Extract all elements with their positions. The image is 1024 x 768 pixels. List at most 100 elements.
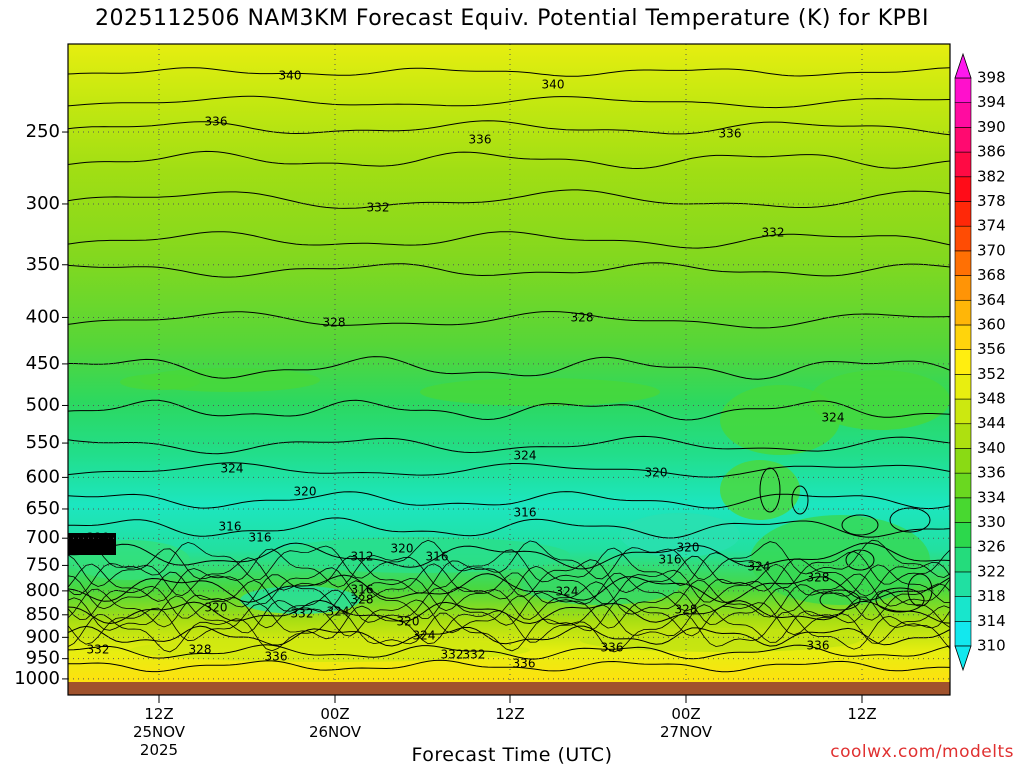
y-tick-label: 300 (26, 193, 60, 214)
colorbar-swatch (954, 349, 972, 375)
colorbar-swatch (954, 596, 972, 622)
field-feature (130, 638, 530, 662)
chart-title: 2025112506 NAM3KM Forecast Equiv. Potent… (95, 6, 929, 31)
contour-label: 324 (822, 411, 845, 425)
colorbar-label: 378 (977, 192, 1006, 210)
colorbar-label: 336 (977, 464, 1006, 482)
contour-label: 316 (249, 531, 272, 545)
contour-label: 328 (571, 311, 594, 325)
contour-label: 328 (807, 571, 830, 585)
contour-line (68, 579, 950, 621)
ground-strip (68, 682, 950, 695)
contour-label: 340 (542, 78, 565, 92)
colorbar-swatch (954, 151, 972, 178)
plot-frame (67, 43, 951, 696)
x-tick-label: 25NOV (133, 723, 186, 741)
contour-loop (889, 507, 931, 533)
colorbar-swatch (954, 299, 972, 326)
contour-line (68, 231, 950, 249)
contour-line (68, 571, 950, 613)
colorbar-swatch (954, 448, 972, 474)
y-tick-label: 850 (26, 604, 60, 625)
colorbar-swatch (954, 275, 972, 301)
colorbar-label: 334 (977, 488, 1006, 506)
colorbar-label: 390 (977, 118, 1006, 136)
colorbar-swatch (954, 423, 972, 449)
contour-label: 324 (556, 585, 579, 599)
contour-label: 332 (463, 648, 486, 662)
colorbar-swatch (954, 546, 972, 573)
x-axis-label: Forecast Time (UTC) (411, 744, 613, 766)
contour-line (68, 435, 950, 455)
colorbar-swatch (954, 398, 972, 425)
colorbar-label: 386 (977, 143, 1006, 161)
contour-label: 336 (469, 133, 492, 147)
field-feature (810, 370, 950, 430)
contour-line (68, 611, 950, 653)
contour-line (68, 95, 950, 109)
contour-label: 316 (659, 553, 682, 567)
colorbar-swatch (954, 127, 972, 153)
field-feature (420, 378, 660, 406)
contour-loop (791, 485, 809, 515)
contour-line (68, 587, 950, 629)
colorbar-label: 344 (977, 414, 1006, 432)
colorbar-label: 348 (977, 390, 1006, 408)
colorbar-label: 352 (977, 365, 1006, 383)
contour-line (68, 262, 950, 278)
contour-line (68, 67, 950, 77)
contour-loop (759, 467, 781, 513)
contour-line (68, 595, 950, 637)
contour-label: 340 (279, 69, 302, 83)
contour-loop (875, 587, 925, 613)
colorbar-label: 374 (977, 217, 1006, 235)
contour-label: 328 (323, 316, 346, 330)
contour-line (68, 399, 950, 421)
contour-label: 324 (413, 629, 436, 643)
field-feature (720, 385, 840, 455)
y-tick-label: 650 (26, 498, 60, 519)
field-feature (620, 513, 740, 557)
contour-label: 320 (391, 542, 414, 556)
contour-label: 320 (87, 531, 110, 545)
colorbar-label: 382 (977, 167, 1006, 185)
x-tick-label: 00Z (671, 705, 700, 723)
contour-line (68, 644, 950, 660)
contour-label: 320 (677, 541, 700, 555)
contour-line (68, 547, 950, 589)
contour-label: 316 (514, 506, 537, 520)
colorbar-swatch (954, 571, 972, 597)
colorbar-label: 326 (977, 538, 1006, 556)
contour-label: 316 (351, 583, 374, 597)
contour-loop (841, 514, 879, 536)
contour-line (68, 539, 950, 581)
x-tick-label: 26NOV (309, 723, 362, 741)
contour-loop (845, 549, 875, 571)
contour-label: 320 (397, 615, 420, 629)
contour-line (68, 517, 950, 539)
contour-loop (907, 573, 933, 607)
contour-label: 324 (327, 605, 350, 619)
contour-label: 336 (513, 657, 536, 671)
contour-label: 336 (205, 115, 228, 129)
contour-label: 332 (367, 201, 390, 215)
contour-line (68, 542, 950, 570)
colorbar-swatch (954, 77, 972, 103)
colorbar-label: 370 (977, 241, 1006, 259)
contour-line (68, 659, 950, 673)
contour-line (68, 189, 950, 209)
colorbar-label: 398 (977, 69, 1006, 87)
contour-line (68, 462, 950, 478)
contour-label: 332 (762, 226, 785, 240)
contour-label: 328 (351, 593, 374, 607)
colorbar-swatch (954, 201, 972, 227)
colorbar-bottom-arrow (954, 645, 972, 672)
y-tick-label: 500 (26, 394, 60, 415)
contour-label: 332 (441, 648, 464, 662)
colorbar-label: 394 (977, 93, 1006, 111)
colorbar-swatch (954, 621, 972, 647)
contour-label: 336 (265, 650, 288, 664)
colorbar-label: 310 (977, 637, 1006, 655)
y-tick-label: 350 (26, 254, 60, 275)
colorbar-swatch (954, 374, 972, 400)
